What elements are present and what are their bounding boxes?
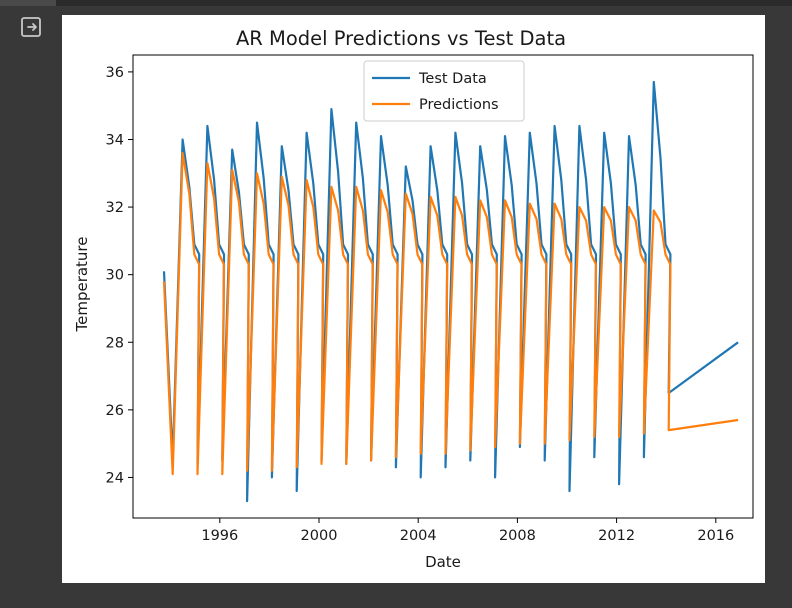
x-tick-label: 2004 (400, 528, 437, 544)
x-tick-label: 1996 (201, 528, 238, 544)
y-tick-label: 24 (106, 470, 124, 486)
x-tick-label: 2016 (697, 528, 734, 544)
chart-panel: AR Model Predictions vs Test Data 1996 20… (62, 15, 765, 583)
series-test-data-line (162, 80, 739, 503)
y-tick-label: 36 (106, 65, 124, 81)
plot-area: 1996 2000 2004 2008 2012 2016 24 26 28 30 32 34 36 Te… (106, 54, 754, 544)
legend-box (363, 60, 525, 122)
top-bar (0, 0, 792, 6)
top-bar-tab (0, 0, 56, 6)
legend-label-test-data: Test Data (418, 71, 487, 87)
output-redirect-button[interactable] (14, 10, 48, 44)
y-tick-label: 28 (106, 335, 124, 351)
plot-frame (132, 54, 754, 519)
legend-label-predictions: Predictions (419, 97, 499, 113)
chart-title: AR Model Predictions vs Test Data (236, 27, 566, 50)
y-tick-label: 30 (106, 268, 124, 284)
x-tick-label: 2012 (598, 528, 635, 544)
series-predictions-line (162, 151, 739, 476)
y-tick-label: 26 (106, 403, 124, 419)
x-tick-label: 2000 (301, 528, 338, 544)
y-tick-label: 32 (106, 200, 124, 216)
x-axis-label: Date (425, 553, 461, 571)
output-redirect-icon (21, 17, 41, 37)
x-tick-label: 2008 (499, 528, 536, 544)
y-axis-label: Temperature (73, 236, 91, 332)
chart-svg: AR Model Predictions vs Test Data 1996 20… (73, 27, 754, 571)
y-tick-label: 34 (106, 132, 124, 148)
